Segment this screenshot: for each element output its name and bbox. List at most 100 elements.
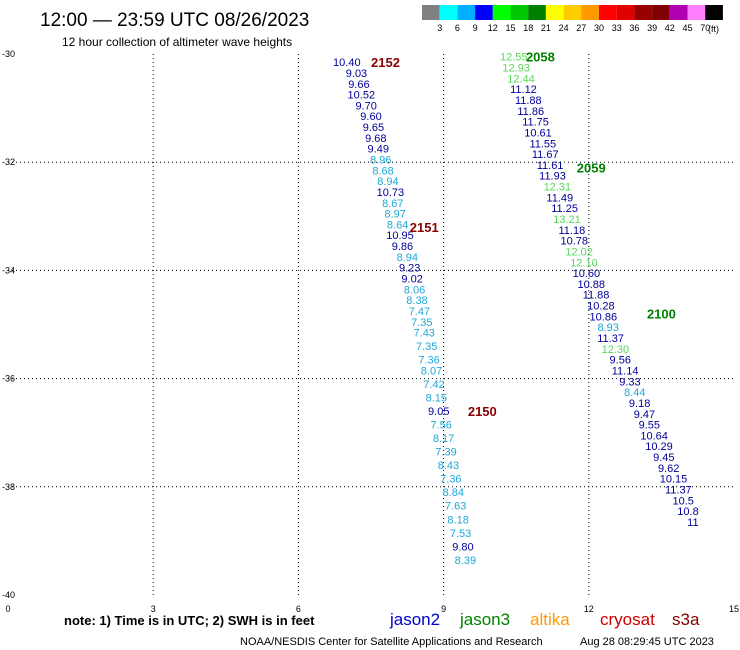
scale-label: 24 [559, 23, 569, 33]
track-number-label: 2100 [647, 307, 676, 322]
y-tick-label: -40 [2, 590, 15, 600]
footer-timestamp: Aug 28 08:29:45 UTC 2023 [580, 636, 714, 648]
swh-value-label: 8.39 [455, 555, 476, 567]
scale-swatch [492, 5, 511, 20]
scale-swatch [457, 5, 476, 20]
swh-value-label: 11.49 [546, 192, 573, 204]
scale-label: 36 [629, 23, 639, 33]
x-tick-label: 9 [441, 604, 446, 614]
swh-value-label: 10.5 [672, 495, 693, 507]
x-tick-label: 12 [584, 604, 594, 614]
scale-swatch [599, 5, 617, 20]
swh-value-label: 9.05 [428, 406, 449, 418]
scale-label: 3 [437, 23, 442, 33]
swh-value-label: 7.56 [430, 420, 451, 432]
swh-value-label: 12.55 [500, 52, 528, 64]
swh-value-label: 7.39 [435, 447, 456, 459]
swh-value-label: 11.55 [529, 138, 556, 150]
scale-swatch [563, 5, 582, 20]
swh-value-label: 11.75 [522, 117, 549, 129]
swh-value-label: 13.21 [553, 214, 581, 226]
x-tick-label: 0 [5, 604, 10, 614]
scale-swatch [510, 5, 529, 20]
swh-value-label: 10.95 [386, 230, 414, 242]
plot-area: 0 3 6 9 12 15-30-32-34-36-38-4010.409.039.661… [2, 49, 739, 614]
swh-value-label: 8.93 [597, 322, 618, 334]
swh-value-label: 11.88 [583, 290, 610, 302]
satellite-legend-jason2: jason2 [389, 610, 440, 629]
y-tick-label: -36 [2, 374, 15, 384]
swh-value-label: 9.49 [368, 144, 389, 156]
swh-value-label: 11.18 [559, 225, 586, 237]
swh-value-label: 9.66 [348, 79, 369, 91]
swh-value-label: 11.93 [539, 171, 566, 183]
scale-swatch [687, 5, 706, 20]
swh-value-label: 11.14 [612, 365, 639, 377]
footer-note: note: 1) Time is in UTC; 2) SWH is in fe… [64, 613, 315, 628]
swh-value-label: 12.10 [570, 257, 598, 269]
track-number-label: 2151 [410, 220, 439, 235]
swh-value-label: 9.62 [658, 463, 679, 475]
swh-value-label: 11.37 [665, 485, 692, 497]
swh-value-label: 10.64 [640, 430, 668, 442]
scale-swatch [652, 5, 670, 20]
scale-label: 15 [505, 23, 515, 33]
scale-label: 12 [488, 23, 498, 33]
scale-swatch [439, 5, 458, 20]
swh-value-label: 8.97 [384, 209, 405, 221]
swh-value-label: 8.15 [426, 393, 447, 405]
swh-value-label: 8.07 [421, 365, 442, 377]
swh-value-label: 9.03 [346, 68, 367, 80]
swh-value-label: 8.94 [397, 252, 418, 264]
swh-value-label: 11.61 [537, 160, 564, 172]
swh-value-label: 12.02 [565, 246, 593, 258]
scale-swatch [705, 5, 723, 20]
swh-value-label: 10.61 [524, 127, 552, 139]
swh-value-label: 7.36 [440, 474, 461, 486]
x-tick-label: 6 [296, 604, 301, 614]
track-number-label: 2058 [526, 50, 555, 65]
swh-value-label: 8.06 [404, 284, 425, 296]
scale-swatch [475, 5, 493, 20]
scale-label: 42 [665, 23, 675, 33]
scale-swatch [545, 5, 564, 20]
swh-value-label: 9.68 [365, 133, 386, 145]
swh-value-label: 10.40 [333, 57, 361, 69]
chart-title: 12:00 — 23:59 UTC 08/26/2023 [40, 10, 309, 31]
swh-value-label: 9.65 [363, 122, 384, 134]
y-tick-label: -30 [2, 49, 15, 59]
swh-value-label: 8.67 [382, 198, 403, 210]
swh-value-label: 7.63 [445, 501, 466, 513]
scale-label: 70 [700, 23, 710, 33]
scale-label: 9 [473, 23, 478, 33]
track-number-label: 2150 [468, 404, 497, 419]
swh-value-label: 10.52 [348, 90, 376, 102]
swh-value-label: 8.44 [624, 387, 645, 399]
chart-subtitle: 12 hour collection of altimeter wave hei… [62, 35, 292, 49]
swh-value-label: 8.68 [372, 165, 393, 177]
swh-value-label: 10.78 [561, 236, 589, 248]
swh-value-label: 12.30 [602, 344, 630, 356]
swh-value-label: 10.88 [577, 279, 605, 291]
scale-unit-label: (ft) [708, 24, 719, 34]
swh-value-label: 11.12 [510, 84, 537, 96]
swh-color-scale: 3 6 9 12 15 18 21 24 27 30 33 36 39 42 45 70 [422, 5, 723, 33]
swh-value-label: 7.36 [418, 355, 439, 367]
scale-swatch [581, 5, 599, 20]
swh-value-label: 9.02 [401, 274, 422, 286]
swh-value-label: 7.47 [409, 306, 430, 318]
swh-value-label: 7.53 [450, 528, 471, 540]
swh-value-label: 10.73 [377, 187, 405, 199]
x-tick-label: 3 [151, 604, 156, 614]
swh-value-label: 10.28 [587, 301, 615, 313]
swh-value-label: 10.60 [573, 268, 601, 280]
swh-value-label: 7.43 [414, 328, 435, 340]
track-number-label: 2152 [371, 55, 400, 70]
swh-value-label: 8.18 [447, 514, 468, 526]
swh-value-label: 8.17 [433, 433, 454, 445]
y-tick-label: -32 [2, 157, 15, 167]
satellite-legend-s3a: s3a [672, 610, 700, 629]
swh-value-label: 10.15 [660, 474, 688, 486]
x-tick-label: 15 [729, 604, 739, 614]
swh-value-label: 9.56 [610, 355, 631, 367]
